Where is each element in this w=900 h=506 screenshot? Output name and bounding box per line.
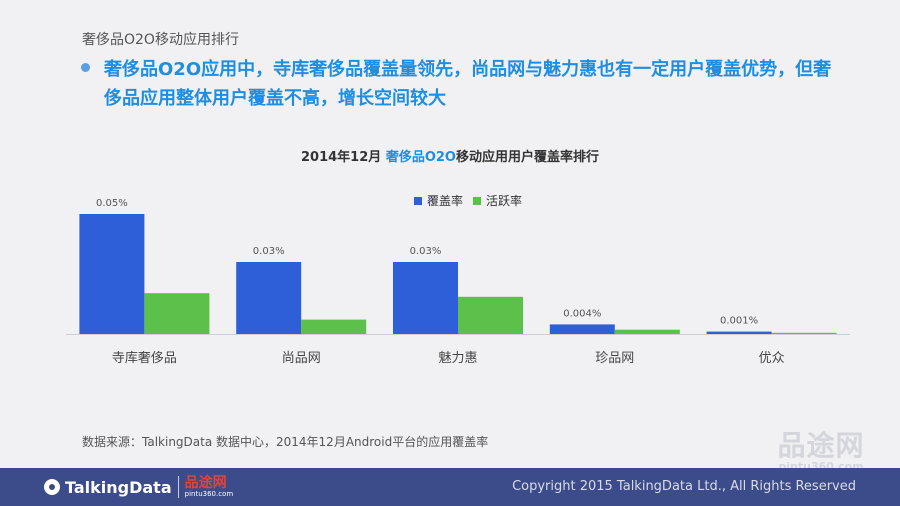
chart-title-date: 2014年12月 bbox=[301, 150, 382, 165]
legend-item-coverage: 覆盖率 bbox=[414, 192, 463, 209]
chart-legend: 覆盖率 活跃率 bbox=[414, 192, 532, 209]
partner-site: pintu360.com bbox=[184, 490, 234, 498]
data-label-4: 0.001% bbox=[720, 316, 758, 327]
watermark-name: 品途网 bbox=[777, 429, 865, 462]
legend-swatch-coverage bbox=[414, 196, 422, 205]
bar-activity-0 bbox=[144, 293, 210, 334]
category-label-1: 尚品网 bbox=[282, 351, 321, 366]
partner-name: 品途网 bbox=[184, 475, 227, 491]
brand-divider bbox=[177, 476, 179, 498]
bar-coverage-0 bbox=[79, 214, 145, 334]
footer-bar: TalkingData 品途网 pintu360.com Copyright 2… bbox=[0, 468, 900, 506]
chart-title: 2014年12月 奢侈品O2O移动应用用户覆盖率排行 bbox=[0, 146, 900, 165]
legend-swatch-activity bbox=[473, 196, 482, 205]
bar-coverage-3 bbox=[549, 324, 615, 334]
data-label-0: 0.05% bbox=[96, 198, 128, 209]
chart-title-suffix: 移动应用用户覆盖率排行 bbox=[455, 150, 599, 165]
data-label-3: 0.004% bbox=[563, 308, 601, 319]
partner-logo: 品途网 pintu360.com bbox=[185, 476, 234, 498]
bar-coverage-1 bbox=[236, 262, 302, 334]
footer-brand: TalkingData 品途网 pintu360.com bbox=[44, 476, 233, 498]
bar-activity-4 bbox=[771, 332, 837, 334]
legend-label-coverage: 覆盖率 bbox=[427, 194, 464, 208]
copyright: Copyright 2015 TalkingData Ltd., All Rig… bbox=[512, 479, 856, 494]
bullet-dot-icon bbox=[81, 63, 90, 72]
legend-item-activity: 活跃率 bbox=[473, 192, 522, 209]
data-label-1: 0.03% bbox=[253, 246, 285, 257]
bar-activity-3 bbox=[614, 329, 680, 334]
category-label-0: 寺库奢侈品 bbox=[112, 350, 177, 366]
headline: 奢侈品O2O应用中，寺库奢侈品覆盖量领先，尚品网与魅力惠也有一定用户覆盖优势，但… bbox=[104, 59, 832, 109]
section-title: 奢侈品O2O移动应用排行 bbox=[82, 32, 239, 48]
bar-coverage-2 bbox=[393, 262, 458, 334]
brand-name: TalkingData bbox=[65, 477, 172, 497]
bar-activity-2 bbox=[458, 296, 523, 334]
bar-coverage-4 bbox=[706, 331, 772, 334]
talkingdata-logo-icon bbox=[44, 479, 60, 495]
category-label-3: 珍品网 bbox=[595, 351, 634, 366]
legend-label-activity: 活跃率 bbox=[486, 194, 523, 208]
data-label-2: 0.03% bbox=[410, 246, 442, 257]
chart-title-accent: 奢侈品O2O bbox=[385, 150, 456, 165]
bar-activity-1 bbox=[301, 319, 367, 334]
category-label-4: 优众 bbox=[759, 351, 785, 366]
source-note: 数据来源：TalkingData 数据中心，2014年12月Android平台的… bbox=[82, 435, 489, 449]
category-label-2: 魅力惠 bbox=[438, 351, 477, 366]
watermark: 品途网 pintu360.com bbox=[766, 424, 876, 473]
